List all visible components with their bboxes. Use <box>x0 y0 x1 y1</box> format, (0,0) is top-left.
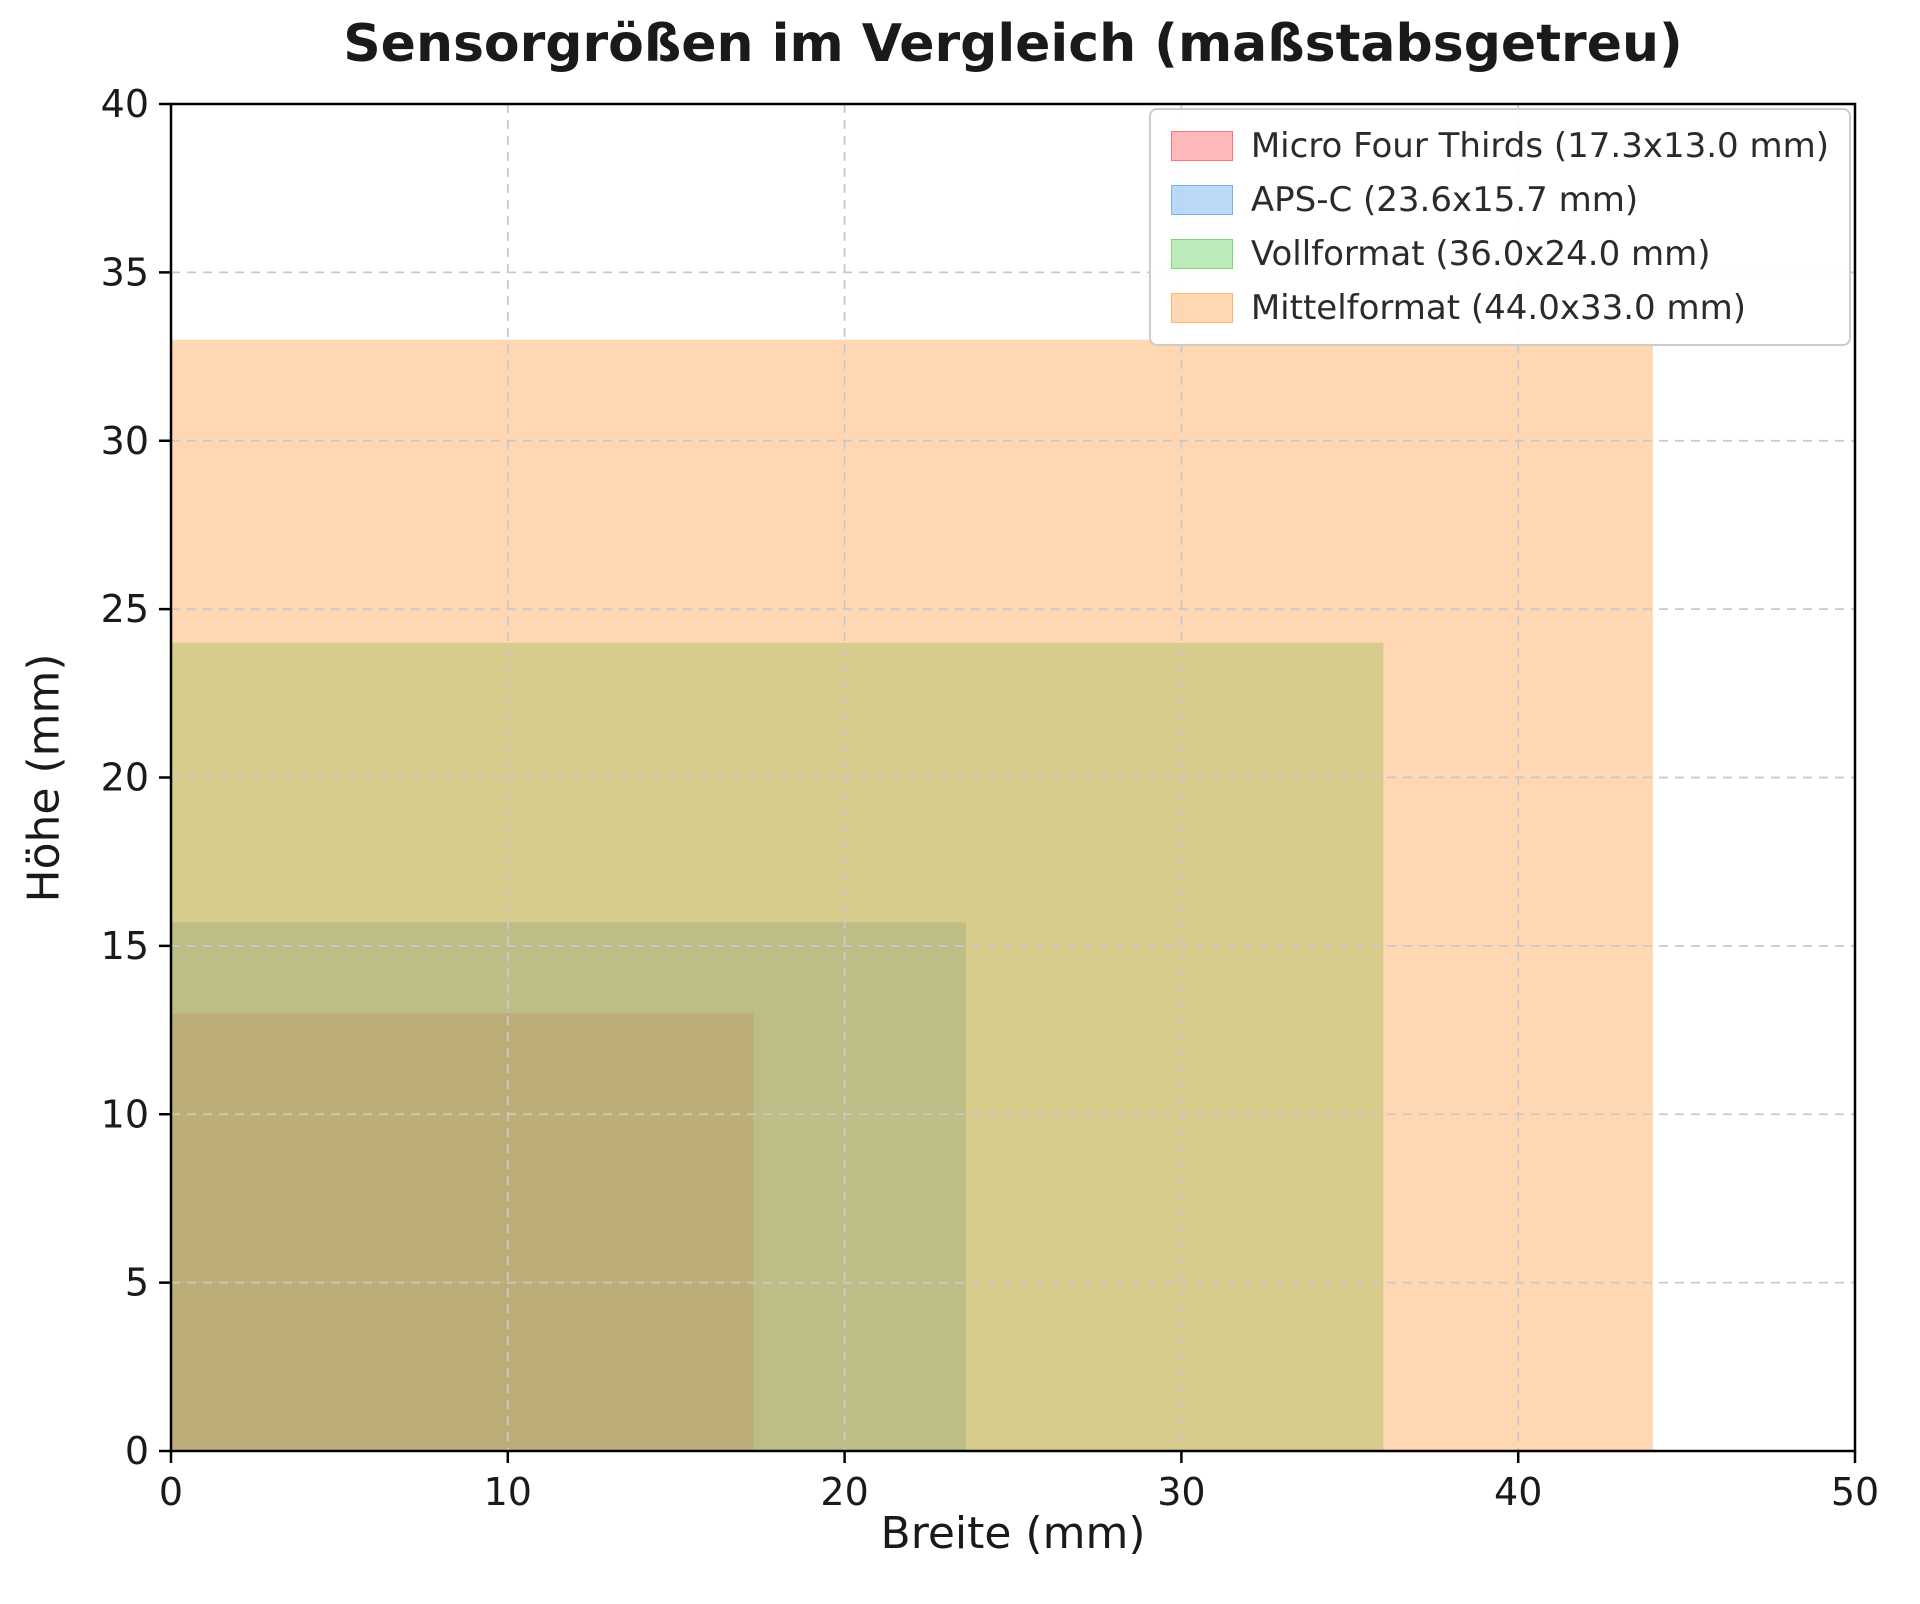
legend-label: APS-C (23.6x15.7 mm) <box>1250 180 1639 220</box>
legend: Micro Four Thirds (17.3x13.0 mm) APS-C (2… <box>1148 108 1851 346</box>
y-tick-label: 5 <box>125 1261 149 1305</box>
x-tick-label: 20 <box>820 1470 868 1514</box>
sensor-rect-3 <box>171 339 1653 1452</box>
legend-item-1: APS-C (23.6x15.7 mm) <box>1170 178 1829 222</box>
x-tick-label: 30 <box>1157 1470 1205 1514</box>
x-tick-label: 50 <box>1831 1470 1879 1514</box>
legend-swatch <box>1170 185 1233 215</box>
y-axis-label: Höhe (mm) <box>18 653 70 903</box>
y-tick-label: 0 <box>125 1429 149 1473</box>
legend-swatch <box>1170 131 1233 161</box>
y-tick-label: 40 <box>101 82 149 126</box>
legend-swatch <box>1170 239 1233 269</box>
y-tick-label: 25 <box>101 587 149 631</box>
sensor-rect-0 <box>171 1013 754 1451</box>
legend-item-2: Vollformat (36.0x24.0 mm) <box>1170 232 1829 276</box>
y-tick-label: 35 <box>101 250 149 294</box>
x-tick-label: 0 <box>159 1470 183 1514</box>
legend-label: Micro Four Thirds (17.3x13.0 mm) <box>1250 126 1829 166</box>
chart-title: Sensorgrößen im Vergleich (maßstabsgetre… <box>343 14 1683 74</box>
y-tick-label: 15 <box>101 924 149 968</box>
y-tick-label: 30 <box>101 419 149 463</box>
legend-item-3: Mittelformat (44.0x33.0 mm) <box>1170 286 1829 330</box>
legend-swatch <box>1170 293 1233 323</box>
legend-label: Vollformat (36.0x24.0 mm) <box>1250 234 1711 274</box>
x-tick-label: 40 <box>1494 1470 1542 1514</box>
x-axis-label: Breite (mm) <box>880 1508 1146 1559</box>
y-tick-label: 20 <box>101 756 149 800</box>
y-tick-label: 10 <box>101 1092 149 1136</box>
legend-label: Mittelformat (44.0x33.0 mm) <box>1250 288 1747 328</box>
legend-item-0: Micro Four Thirds (17.3x13.0 mm) <box>1170 124 1829 168</box>
sensor-rect-1 <box>171 922 966 1451</box>
x-tick-label: 10 <box>484 1470 532 1514</box>
